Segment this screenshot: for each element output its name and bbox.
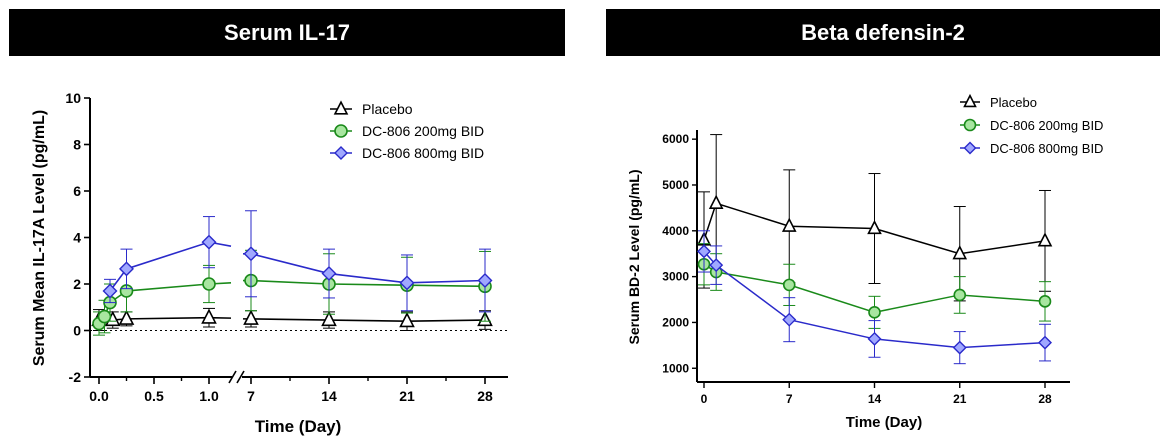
il17-axis-break-mark xyxy=(236,370,245,384)
bd2-dc-806-800mg-bid-point xyxy=(952,340,967,355)
il17-dc-806-800mg-bid-point xyxy=(399,275,415,291)
bd2-dc-806-200mg-bid-point xyxy=(1038,295,1052,308)
il17-dc-806-200mg-bid-point xyxy=(202,277,216,291)
il17-dc-806-800mg-bid-point xyxy=(321,266,337,282)
il17-x-tick-label: 14 xyxy=(321,388,337,404)
il17-placebo-point xyxy=(118,309,135,325)
il17-legend-dc-806-200mg-bid-marker xyxy=(334,124,348,138)
bd2-legend-dc-806-800mg-bid-label: DC-806 800mg BID xyxy=(990,141,1103,156)
bd2-dc-806-200mg-bid-point xyxy=(782,278,796,292)
il17-x-tick-label: 0.5 xyxy=(144,388,164,404)
bd2-legend-dc-806-200mg-bid-label: DC-806 200mg BID xyxy=(990,118,1103,133)
bd2-x-tick-label: 28 xyxy=(1038,392,1052,406)
il17-legend-dc-806-800mg-bid-label: DC-806 800mg BID xyxy=(362,145,484,161)
chart-title-il17: Serum IL-17 xyxy=(9,9,565,56)
il17-placebo-line xyxy=(243,318,486,323)
bd2-legend-dc-806-800mg-bid-marker xyxy=(963,141,977,155)
il17-axis-break-mark xyxy=(228,370,237,384)
il17-x-tick-label: 21 xyxy=(399,388,415,404)
bd2-x-tick-label: 14 xyxy=(868,392,882,406)
il17-legend-placebo-label: Placebo xyxy=(362,101,413,117)
il17-placebo-point xyxy=(399,311,415,328)
il17-y-tick-label: -2 xyxy=(69,369,82,385)
bd2-dc-806-800mg-bid-point xyxy=(697,244,711,259)
il17-dc-806-800mg-bid-line xyxy=(243,252,486,284)
il17-x-tick-label: 7 xyxy=(247,388,255,404)
bd2-dc-806-800mg-bid-point xyxy=(867,331,882,346)
bd2-legend-dc-806-200mg-bid-marker xyxy=(963,118,977,132)
bd2-placebo-point xyxy=(1037,232,1053,247)
bd2-x-tick-label: 7 xyxy=(786,392,793,406)
il17-dc-806-800mg-bid-point xyxy=(102,283,118,299)
bd2-placebo-point xyxy=(708,194,724,209)
bd2-y-tick-label: 6000 xyxy=(662,132,689,146)
il17-y-tick-label: 6 xyxy=(73,183,81,199)
bd2-y-tick-label: 4000 xyxy=(662,224,689,238)
bd2-dc-806-800mg-bid-point xyxy=(782,312,797,327)
bd2-dc-806-200mg-bid-point xyxy=(868,306,881,319)
il17-y-tick-label: 4 xyxy=(73,230,81,246)
il17-legend-dc-806-800mg-bid-marker xyxy=(334,146,348,160)
bd2-placebo-point xyxy=(952,245,968,260)
il17-y-tick-label: 2 xyxy=(73,276,81,292)
bd2-x-tick-label: 21 xyxy=(953,392,967,406)
il17-x-tick-label: 1.0 xyxy=(199,388,219,404)
il17-dc-806-800mg-bid-point xyxy=(243,246,259,262)
il17-y-axis-label: Serum Mean IL-17A Level (pg/mL) xyxy=(31,110,48,366)
chart-title-bd2: Beta defensin-2 xyxy=(606,9,1160,56)
bd2-y-tick-label: 2000 xyxy=(662,315,689,329)
bd2-y-tick-label: 3000 xyxy=(662,270,689,284)
il17-y-tick-label: 0 xyxy=(73,323,81,339)
bd2-x-tick-label: 0 xyxy=(701,392,708,406)
il17-placebo-point xyxy=(201,308,217,324)
il17-legend-placebo-marker xyxy=(333,100,349,115)
bd2-legend-placebo-marker xyxy=(963,93,977,108)
il17-x-tick-label: 0.0 xyxy=(89,388,109,404)
il17-x-tick-label: 28 xyxy=(477,388,493,404)
il17-dc-806-800mg-bid-point xyxy=(201,234,217,250)
il17-dc-806-200mg-bid-point xyxy=(97,309,112,324)
il17-x-axis-label: Time (Day) xyxy=(255,417,342,436)
bd2-dc-806-800mg-bid-point xyxy=(709,258,724,273)
bd2-placebo-line xyxy=(703,202,1046,255)
bd2-y-tick-label: 5000 xyxy=(662,178,689,192)
il17-dc-806-800mg-bid-line xyxy=(109,241,232,292)
bd2-placebo-point xyxy=(781,217,797,232)
il17-placebo-point xyxy=(243,309,259,325)
il17-dc-806-800mg-bid-point xyxy=(477,273,493,289)
il17-dc-806-800mg-bid-point xyxy=(119,261,134,277)
il17-y-tick-label: 8 xyxy=(73,137,81,153)
bd2-y-axis-label: Serum BD-2 Level (pg/mL) xyxy=(626,169,642,344)
il17-legend-dc-806-200mg-bid-label: DC-806 200mg BID xyxy=(362,123,484,139)
bd2-y-tick-label: 1000 xyxy=(662,361,689,375)
il17-placebo-point xyxy=(321,310,337,327)
il17-y-tick-label: 10 xyxy=(65,90,81,106)
bd2-x-axis-label: Time (Day) xyxy=(846,414,922,431)
bd2-dc-806-800mg-bid-point xyxy=(1038,335,1052,350)
bd2-dc-806-200mg-bid-point xyxy=(953,288,967,302)
bd2-placebo-point xyxy=(867,219,882,235)
bd2-legend-placebo-label: Placebo xyxy=(990,95,1037,110)
